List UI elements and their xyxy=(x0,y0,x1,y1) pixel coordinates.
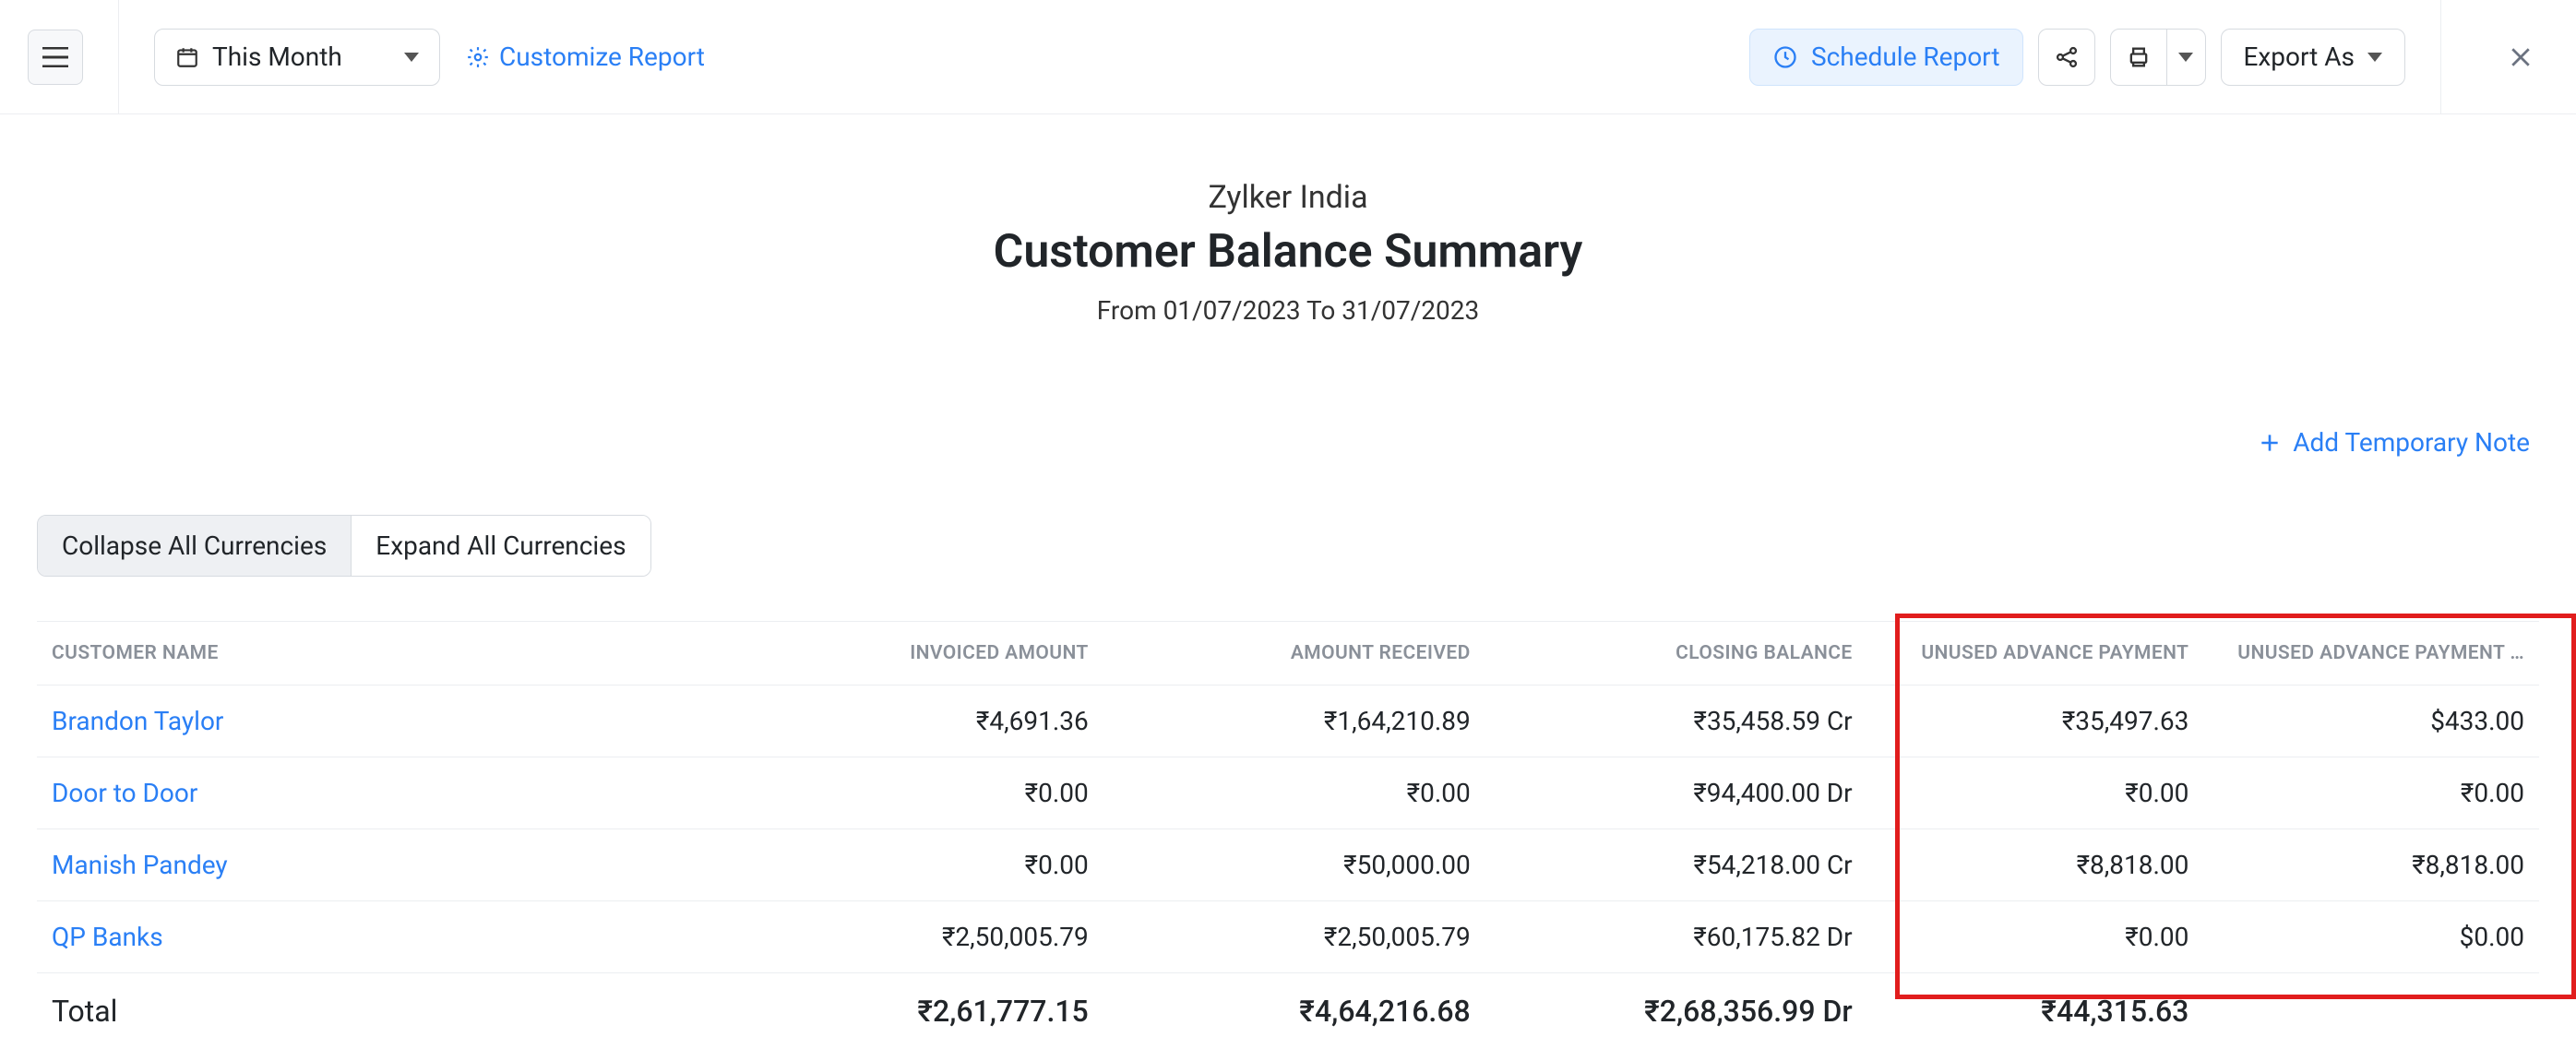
customer-link[interactable]: Door to Door xyxy=(52,778,197,808)
print-button-group xyxy=(2110,29,2206,86)
currency-toggle: Collapse All Currencies Expand All Curre… xyxy=(37,515,2539,577)
share-button[interactable] xyxy=(2038,29,2095,86)
toolbar-right: Schedule Report Export As xyxy=(1749,29,2405,86)
cell-received: ₹1,64,210.89 xyxy=(1103,685,1485,757)
close-button[interactable] xyxy=(2502,39,2539,76)
chevron-down-icon xyxy=(404,53,419,62)
col-unused-2[interactable]: UNUSED ADVANCE PAYMENT … xyxy=(2203,622,2539,685)
col-received[interactable]: AMOUNT RECEIVED xyxy=(1103,622,1485,685)
schedule-report-label: Schedule Report xyxy=(1811,42,2000,72)
report-title: Customer Balance Summary xyxy=(37,225,2539,279)
print-button[interactable] xyxy=(2110,29,2167,86)
total-invoiced: ₹2,61,777.15 xyxy=(722,973,1103,1049)
date-range-label: This Month xyxy=(212,42,342,72)
menu-button[interactable] xyxy=(28,30,83,85)
customer-link[interactable]: Manish Pandey xyxy=(52,850,228,880)
col-closing[interactable]: CLOSING BALANCE xyxy=(1485,622,1867,685)
calendar-icon xyxy=(175,45,199,69)
cell-unused-1: ₹8,818.00 xyxy=(1867,829,2204,901)
cell-received: ₹0.00 xyxy=(1103,757,1485,829)
print-dropdown-button[interactable] xyxy=(2167,29,2206,86)
report-date-range: From 01/07/2023 To 31/07/2023 xyxy=(37,295,2539,326)
cell-invoiced: ₹4,691.36 xyxy=(722,685,1103,757)
table-total-row: Total₹2,61,777.15₹4,64,216.68₹2,68,356.9… xyxy=(37,973,2539,1049)
table-row: QP Banks₹2,50,005.79₹2,50,005.79₹60,175.… xyxy=(37,901,2539,973)
cell-unused-2: $433.00 xyxy=(2203,685,2539,757)
table-row: Brandon Taylor₹4,691.36₹1,64,210.89₹35,4… xyxy=(37,685,2539,757)
cell-invoiced: ₹2,50,005.79 xyxy=(722,901,1103,973)
divider xyxy=(118,0,119,114)
divider xyxy=(2440,0,2441,114)
balance-table: CUSTOMER NAME INVOICED AMOUNT AMOUNT REC… xyxy=(37,621,2539,1049)
company-name: Zylker India xyxy=(37,179,2539,216)
cell-received: ₹50,000.00 xyxy=(1103,829,1485,901)
printer-icon xyxy=(2126,44,2152,70)
total-label: Total xyxy=(37,973,722,1049)
cell-invoiced: ₹0.00 xyxy=(722,757,1103,829)
cell-unused-2: $0.00 xyxy=(2203,901,2539,973)
cell-customer: Manish Pandey xyxy=(37,829,722,901)
col-customer[interactable]: CUSTOMER NAME xyxy=(37,622,722,685)
table-wrap: CUSTOMER NAME INVOICED AMOUNT AMOUNT REC… xyxy=(37,621,2539,1049)
cell-invoiced: ₹0.00 xyxy=(722,829,1103,901)
cell-unused-2: ₹0.00 xyxy=(2203,757,2539,829)
topbar: This Month Customize Report Schedule Rep… xyxy=(0,0,2576,114)
cell-unused-1: ₹35,497.63 xyxy=(1867,685,2204,757)
close-icon xyxy=(2507,43,2534,71)
share-icon xyxy=(2054,44,2080,70)
cell-customer: Brandon Taylor xyxy=(37,685,722,757)
total-closing: ₹2,68,356.99 Dr xyxy=(1485,973,1867,1049)
chevron-down-icon xyxy=(2367,53,2382,62)
expand-currencies-button[interactable]: Expand All Currencies xyxy=(351,516,650,576)
content: Zylker India Customer Balance Summary Fr… xyxy=(0,114,2576,1049)
table-row: Door to Door₹0.00₹0.00₹94,400.00 Dr₹0.00… xyxy=(37,757,2539,829)
add-note-label: Add Temporary Note xyxy=(2293,427,2530,458)
col-invoiced[interactable]: INVOICED AMOUNT xyxy=(722,622,1103,685)
collapse-currencies-button[interactable]: Collapse All Currencies xyxy=(38,516,351,576)
hamburger-icon xyxy=(42,47,68,67)
table-header-row: CUSTOMER NAME INVOICED AMOUNT AMOUNT REC… xyxy=(37,622,2539,685)
add-temporary-note-link[interactable]: Add Temporary Note xyxy=(2258,427,2530,458)
clock-icon xyxy=(1772,44,1798,70)
customer-link[interactable]: Brandon Taylor xyxy=(52,706,223,736)
chevron-down-icon xyxy=(2178,53,2193,62)
gear-icon xyxy=(466,45,490,69)
total-unused-1: ₹44,315.63 xyxy=(1867,973,2204,1049)
cell-closing: ₹54,218.00 Cr xyxy=(1485,829,1867,901)
date-range-select[interactable]: This Month xyxy=(154,29,440,86)
cell-unused-1: ₹0.00 xyxy=(1867,901,2204,973)
cell-customer: Door to Door xyxy=(37,757,722,829)
cell-closing: ₹94,400.00 Dr xyxy=(1485,757,1867,829)
report-header: Zylker India Customer Balance Summary Fr… xyxy=(37,179,2539,326)
customize-report-label: Customize Report xyxy=(499,42,705,72)
table-row: Manish Pandey ₹0.00₹50,000.00₹54,218.00 C… xyxy=(37,829,2539,901)
schedule-report-button[interactable]: Schedule Report xyxy=(1749,29,2023,86)
customer-link[interactable]: QP Banks xyxy=(52,922,163,952)
export-label: Export As xyxy=(2244,42,2355,72)
customize-report-link[interactable]: Customize Report xyxy=(466,42,705,72)
total-unused-2 xyxy=(2203,973,2539,1049)
total-received: ₹4,64,216.68 xyxy=(1103,973,1485,1049)
plus-icon xyxy=(2258,431,2282,455)
cell-customer: QP Banks xyxy=(37,901,722,973)
col-unused-1[interactable]: UNUSED ADVANCE PAYMENT xyxy=(1867,622,2204,685)
note-row: Add Temporary Note xyxy=(37,427,2539,458)
cell-closing: ₹35,458.59 Cr xyxy=(1485,685,1867,757)
export-button[interactable]: Export As xyxy=(2221,29,2406,86)
cell-closing: ₹60,175.82 Dr xyxy=(1485,901,1867,973)
cell-unused-1: ₹0.00 xyxy=(1867,757,2204,829)
cell-received: ₹2,50,005.79 xyxy=(1103,901,1485,973)
cell-unused-2: ₹8,818.00 xyxy=(2203,829,2539,901)
